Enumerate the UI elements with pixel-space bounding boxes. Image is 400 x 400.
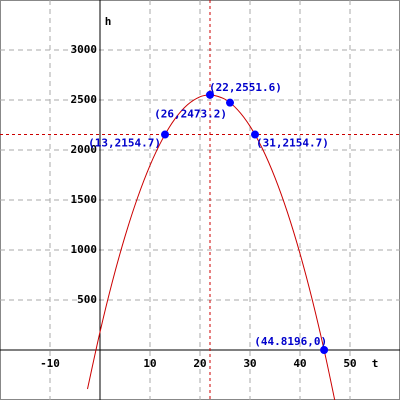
y-tick-label: 1500	[71, 193, 98, 206]
y-axis-label: h	[105, 15, 112, 28]
point	[161, 130, 169, 139]
y-tick-label: 500	[77, 293, 97, 306]
point-label: (22,2551.6)	[209, 81, 282, 94]
point	[251, 130, 259, 139]
y-tick-label: 2500	[71, 93, 98, 106]
x-axis-label: t	[372, 357, 379, 370]
y-tick-label: 2000	[71, 143, 98, 156]
x-tick-label: 30	[243, 357, 256, 370]
x-tick-label: 20	[193, 357, 206, 370]
x-tick-label: -10	[40, 357, 60, 370]
point-label: (26,2473.2)	[154, 108, 227, 121]
point	[206, 90, 214, 99]
point	[320, 346, 329, 354]
y-tick-label: 3000	[71, 43, 98, 56]
point	[226, 98, 234, 107]
x-tick-label: 40	[293, 357, 306, 370]
point-label: (13,2154.7)	[88, 137, 161, 150]
x-tick-label: 10	[143, 357, 156, 370]
y-tick-label: 1000	[71, 243, 98, 256]
x-tick-label: 50	[343, 357, 356, 370]
point-label: (31,2154.7)	[256, 137, 329, 150]
point-label: (44.8196,0)	[254, 335, 327, 348]
